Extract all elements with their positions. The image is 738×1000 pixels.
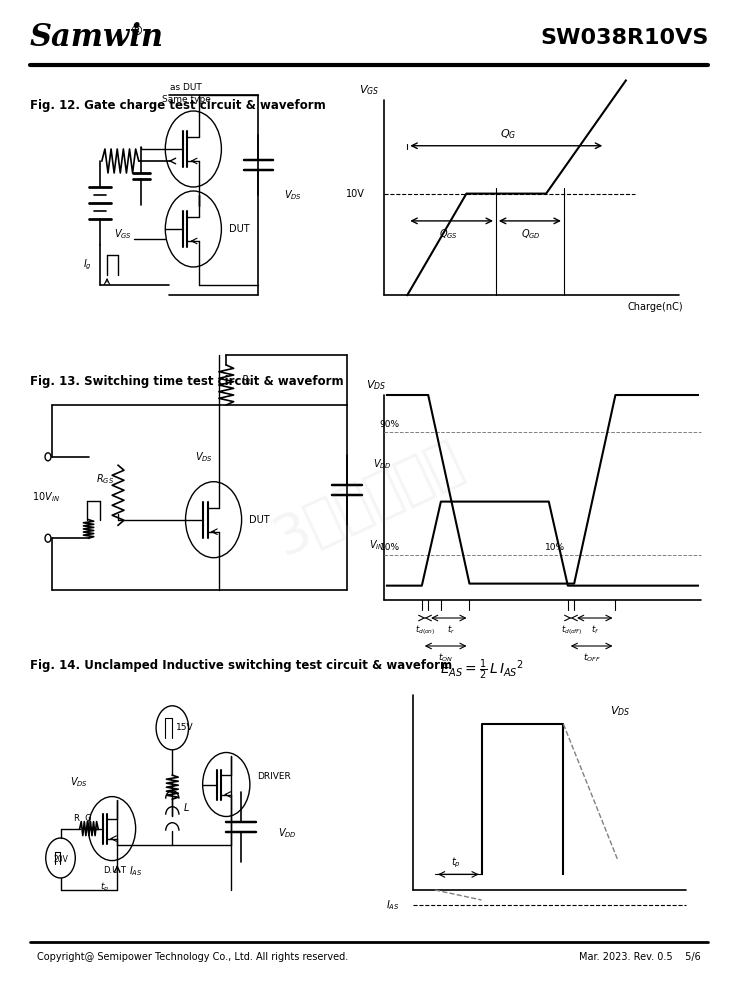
Text: Fig. 14. Unclamped Inductive switching test circuit & waveform: Fig. 14. Unclamped Inductive switching t… [30,658,452,672]
Text: $t_r$: $t_r$ [447,624,455,636]
Text: 10%: 10% [379,543,400,552]
Text: $t_p$: $t_p$ [451,856,461,870]
Text: DUT: DUT [229,224,249,234]
Text: $V_{DS}$: $V_{DS}$ [366,378,387,392]
Text: $V_{DS}$: $V_{DS}$ [284,188,302,202]
Text: DUT: DUT [249,515,269,525]
Text: $t_{ON}$: $t_{ON}$ [438,652,453,664]
Text: $t_p$: $t_p$ [100,881,109,894]
Text: $10V_{IN}$: $10V_{IN}$ [32,491,60,504]
Text: ®: ® [129,25,143,39]
Text: $I_{AS}$: $I_{AS}$ [387,898,400,912]
Text: L: L [183,803,189,813]
Text: $t_{d(off)}$: $t_{d(off)}$ [561,623,582,637]
Text: $V_{DS}$: $V_{DS}$ [70,776,88,789]
Text: R  G: R G [74,814,92,823]
Text: $V_{IN}$: $V_{IN}$ [368,538,384,552]
Text: 10V: 10V [346,189,365,199]
Text: Mar. 2023. Rev. 0.5    5/6: Mar. 2023. Rev. 0.5 5/6 [579,952,701,962]
Text: Fig. 13. Switching time test circuit & waveform: Fig. 13. Switching time test circuit & w… [30,375,343,388]
Text: Charge(nC): Charge(nC) [627,302,683,312]
Text: Copyright@ Semipower Technology Co., Ltd. All rights reserved.: Copyright@ Semipower Technology Co., Ltd… [37,952,348,962]
Text: $Q_{GD}$: $Q_{GD}$ [522,227,541,241]
Text: Same type: Same type [162,95,210,104]
Text: $V_{GS}$: $V_{GS}$ [359,83,379,97]
Text: $R_L$: $R_L$ [241,373,253,387]
Text: DRIVER: DRIVER [258,772,291,781]
Text: $t_f$: $t_f$ [590,624,599,636]
Text: 3、力部保证: 3、力部保证 [266,433,472,567]
Text: SW038R10VS: SW038R10VS [540,28,708,48]
Text: $t_{OFF}$: $t_{OFF}$ [583,652,601,664]
Text: $E_{AS} = \frac{1}{2}\,L\,I_{AS}{}^2$: $E_{AS} = \frac{1}{2}\,L\,I_{AS}{}^2$ [440,658,523,682]
Text: 90%: 90% [379,420,400,429]
Text: $t_{d(on)}$: $t_{d(on)}$ [415,623,435,637]
Text: 20V: 20V [54,854,69,863]
Text: 10%: 10% [545,543,565,552]
Text: Samwin: Samwin [30,22,164,53]
Text: D.U.T: D.U.T [103,866,125,875]
Text: $Q_G$: $Q_G$ [500,127,516,141]
Text: Fig. 12. Gate charge test circuit & waveform: Fig. 12. Gate charge test circuit & wave… [30,99,325,111]
Text: as DUT: as DUT [170,83,202,92]
Text: $V_{DD}$: $V_{DD}$ [373,457,391,471]
Text: $V_{DD}$: $V_{DD}$ [278,826,297,840]
Text: $V_{DS}$: $V_{DS}$ [195,450,213,464]
Text: 15V: 15V [176,723,193,732]
Text: $I_g$: $I_g$ [83,258,92,272]
Text: $V_{GS}$: $V_{GS}$ [114,227,132,241]
Text: $I_{AS}$: $I_{AS}$ [129,864,142,878]
Text: $V_{DS}$: $V_{DS}$ [610,704,630,718]
Text: $R_{GS}$: $R_{GS}$ [96,472,114,486]
Text: $Q_{GS}$: $Q_{GS}$ [439,227,458,241]
